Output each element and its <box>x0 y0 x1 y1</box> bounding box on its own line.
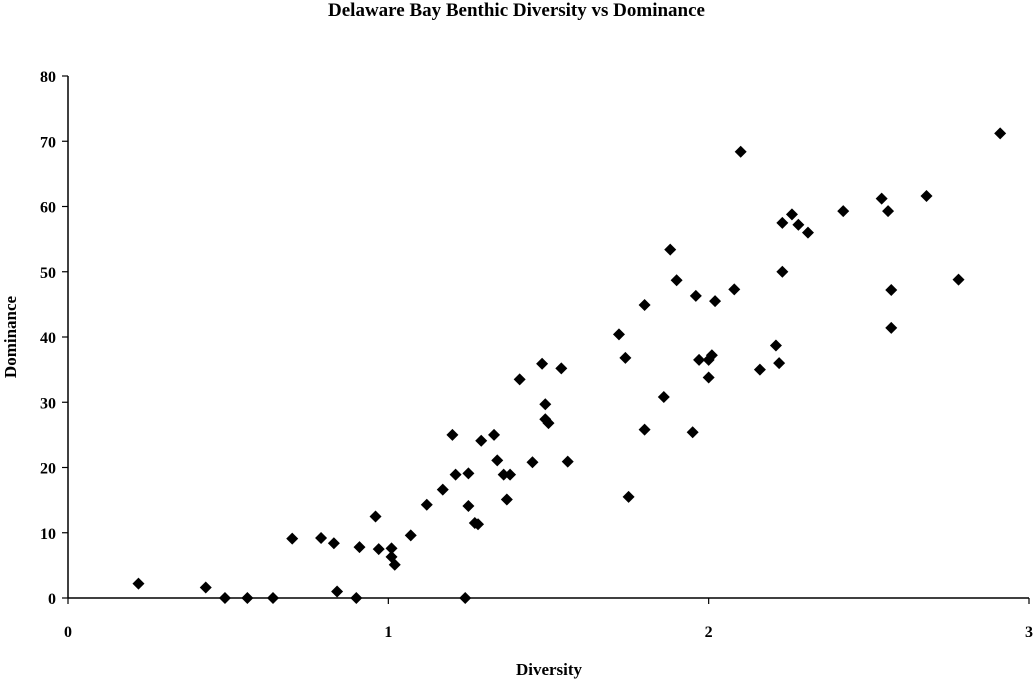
data-point <box>875 192 888 205</box>
data-point <box>388 558 401 571</box>
data-point <box>199 581 212 594</box>
data-point <box>369 510 382 523</box>
data-point <box>404 529 417 542</box>
data-point <box>709 295 722 308</box>
data-point <box>372 543 385 556</box>
data-point <box>693 353 706 366</box>
data-point <box>801 226 814 239</box>
data-point <box>241 592 254 604</box>
chart-title: Delaware Bay Benthic Diversity vs Domina… <box>328 0 705 21</box>
data-point <box>267 592 280 604</box>
data-point <box>705 349 718 362</box>
data-point <box>561 455 574 468</box>
data-point <box>638 423 651 436</box>
data-point <box>769 339 782 352</box>
data-point <box>513 373 526 386</box>
data-point <box>436 483 449 496</box>
y-tick-label: 60 <box>40 200 56 217</box>
data-point <box>885 321 898 334</box>
data-point <box>885 284 898 297</box>
data-point <box>542 417 555 430</box>
data-point <box>539 398 552 411</box>
y-tick-label: 80 <box>40 69 56 86</box>
y-axis-title: Dominance <box>1 295 20 378</box>
data-point <box>472 518 485 531</box>
data-point <box>420 498 433 511</box>
data-point <box>622 490 635 503</box>
data-point <box>449 468 462 481</box>
y-tick-label: 30 <box>40 395 56 412</box>
data-point <box>497 468 510 481</box>
y-tick-label: 70 <box>40 134 56 151</box>
data-point <box>753 363 766 376</box>
data-point <box>920 190 933 203</box>
data-point <box>218 592 231 604</box>
data-point <box>385 542 398 555</box>
data-point <box>488 428 501 441</box>
data-point <box>702 371 715 384</box>
data-point <box>350 592 363 604</box>
y-tick-label: 0 <box>48 591 56 608</box>
data-point <box>664 243 677 256</box>
data-point <box>728 283 741 296</box>
data-point <box>459 592 472 604</box>
data-point <box>776 265 789 278</box>
data-point <box>773 357 786 370</box>
data-point <box>612 328 625 341</box>
data-point <box>475 434 488 447</box>
data-point <box>504 468 517 481</box>
data-point <box>657 391 670 404</box>
data-point <box>500 493 513 506</box>
y-tick-label: 40 <box>40 330 56 347</box>
data-point <box>526 456 539 469</box>
data-point <box>689 289 702 302</box>
data-point <box>792 218 805 231</box>
data-point <box>734 145 747 158</box>
x-tick-label: 0 <box>64 624 72 641</box>
axes <box>67 76 1029 599</box>
data-point <box>353 541 366 554</box>
y-tick-label: 50 <box>40 265 56 282</box>
ticks: 0 10 20 30 40 50 60 70 80 0 1 2 3 <box>40 69 1033 641</box>
data-point <box>776 216 789 229</box>
x-tick-label: 2 <box>705 624 713 641</box>
data-point <box>462 467 475 480</box>
data-point <box>638 299 651 312</box>
x-tick-label: 1 <box>384 624 392 641</box>
y-tick-label: 10 <box>40 526 56 543</box>
data-point <box>785 208 798 221</box>
data-point <box>837 205 850 218</box>
data-point <box>619 351 632 364</box>
data-point <box>952 273 965 286</box>
data-point <box>327 537 340 550</box>
x-axis-title: Diversity <box>516 660 583 679</box>
y-tick-label: 20 <box>40 461 56 478</box>
data-point <box>555 362 568 375</box>
x-tick-label: 3 <box>1025 624 1033 641</box>
data-point <box>994 127 1007 140</box>
data-point <box>491 454 504 467</box>
data-point <box>536 357 549 370</box>
data-point <box>315 531 328 544</box>
data-point <box>286 532 299 545</box>
data-points <box>132 127 1007 604</box>
data-point <box>686 426 699 439</box>
data-point <box>882 205 895 218</box>
data-point <box>670 274 683 287</box>
data-point <box>331 585 344 598</box>
data-point <box>462 499 475 512</box>
data-point <box>132 577 145 590</box>
data-point <box>446 428 459 441</box>
